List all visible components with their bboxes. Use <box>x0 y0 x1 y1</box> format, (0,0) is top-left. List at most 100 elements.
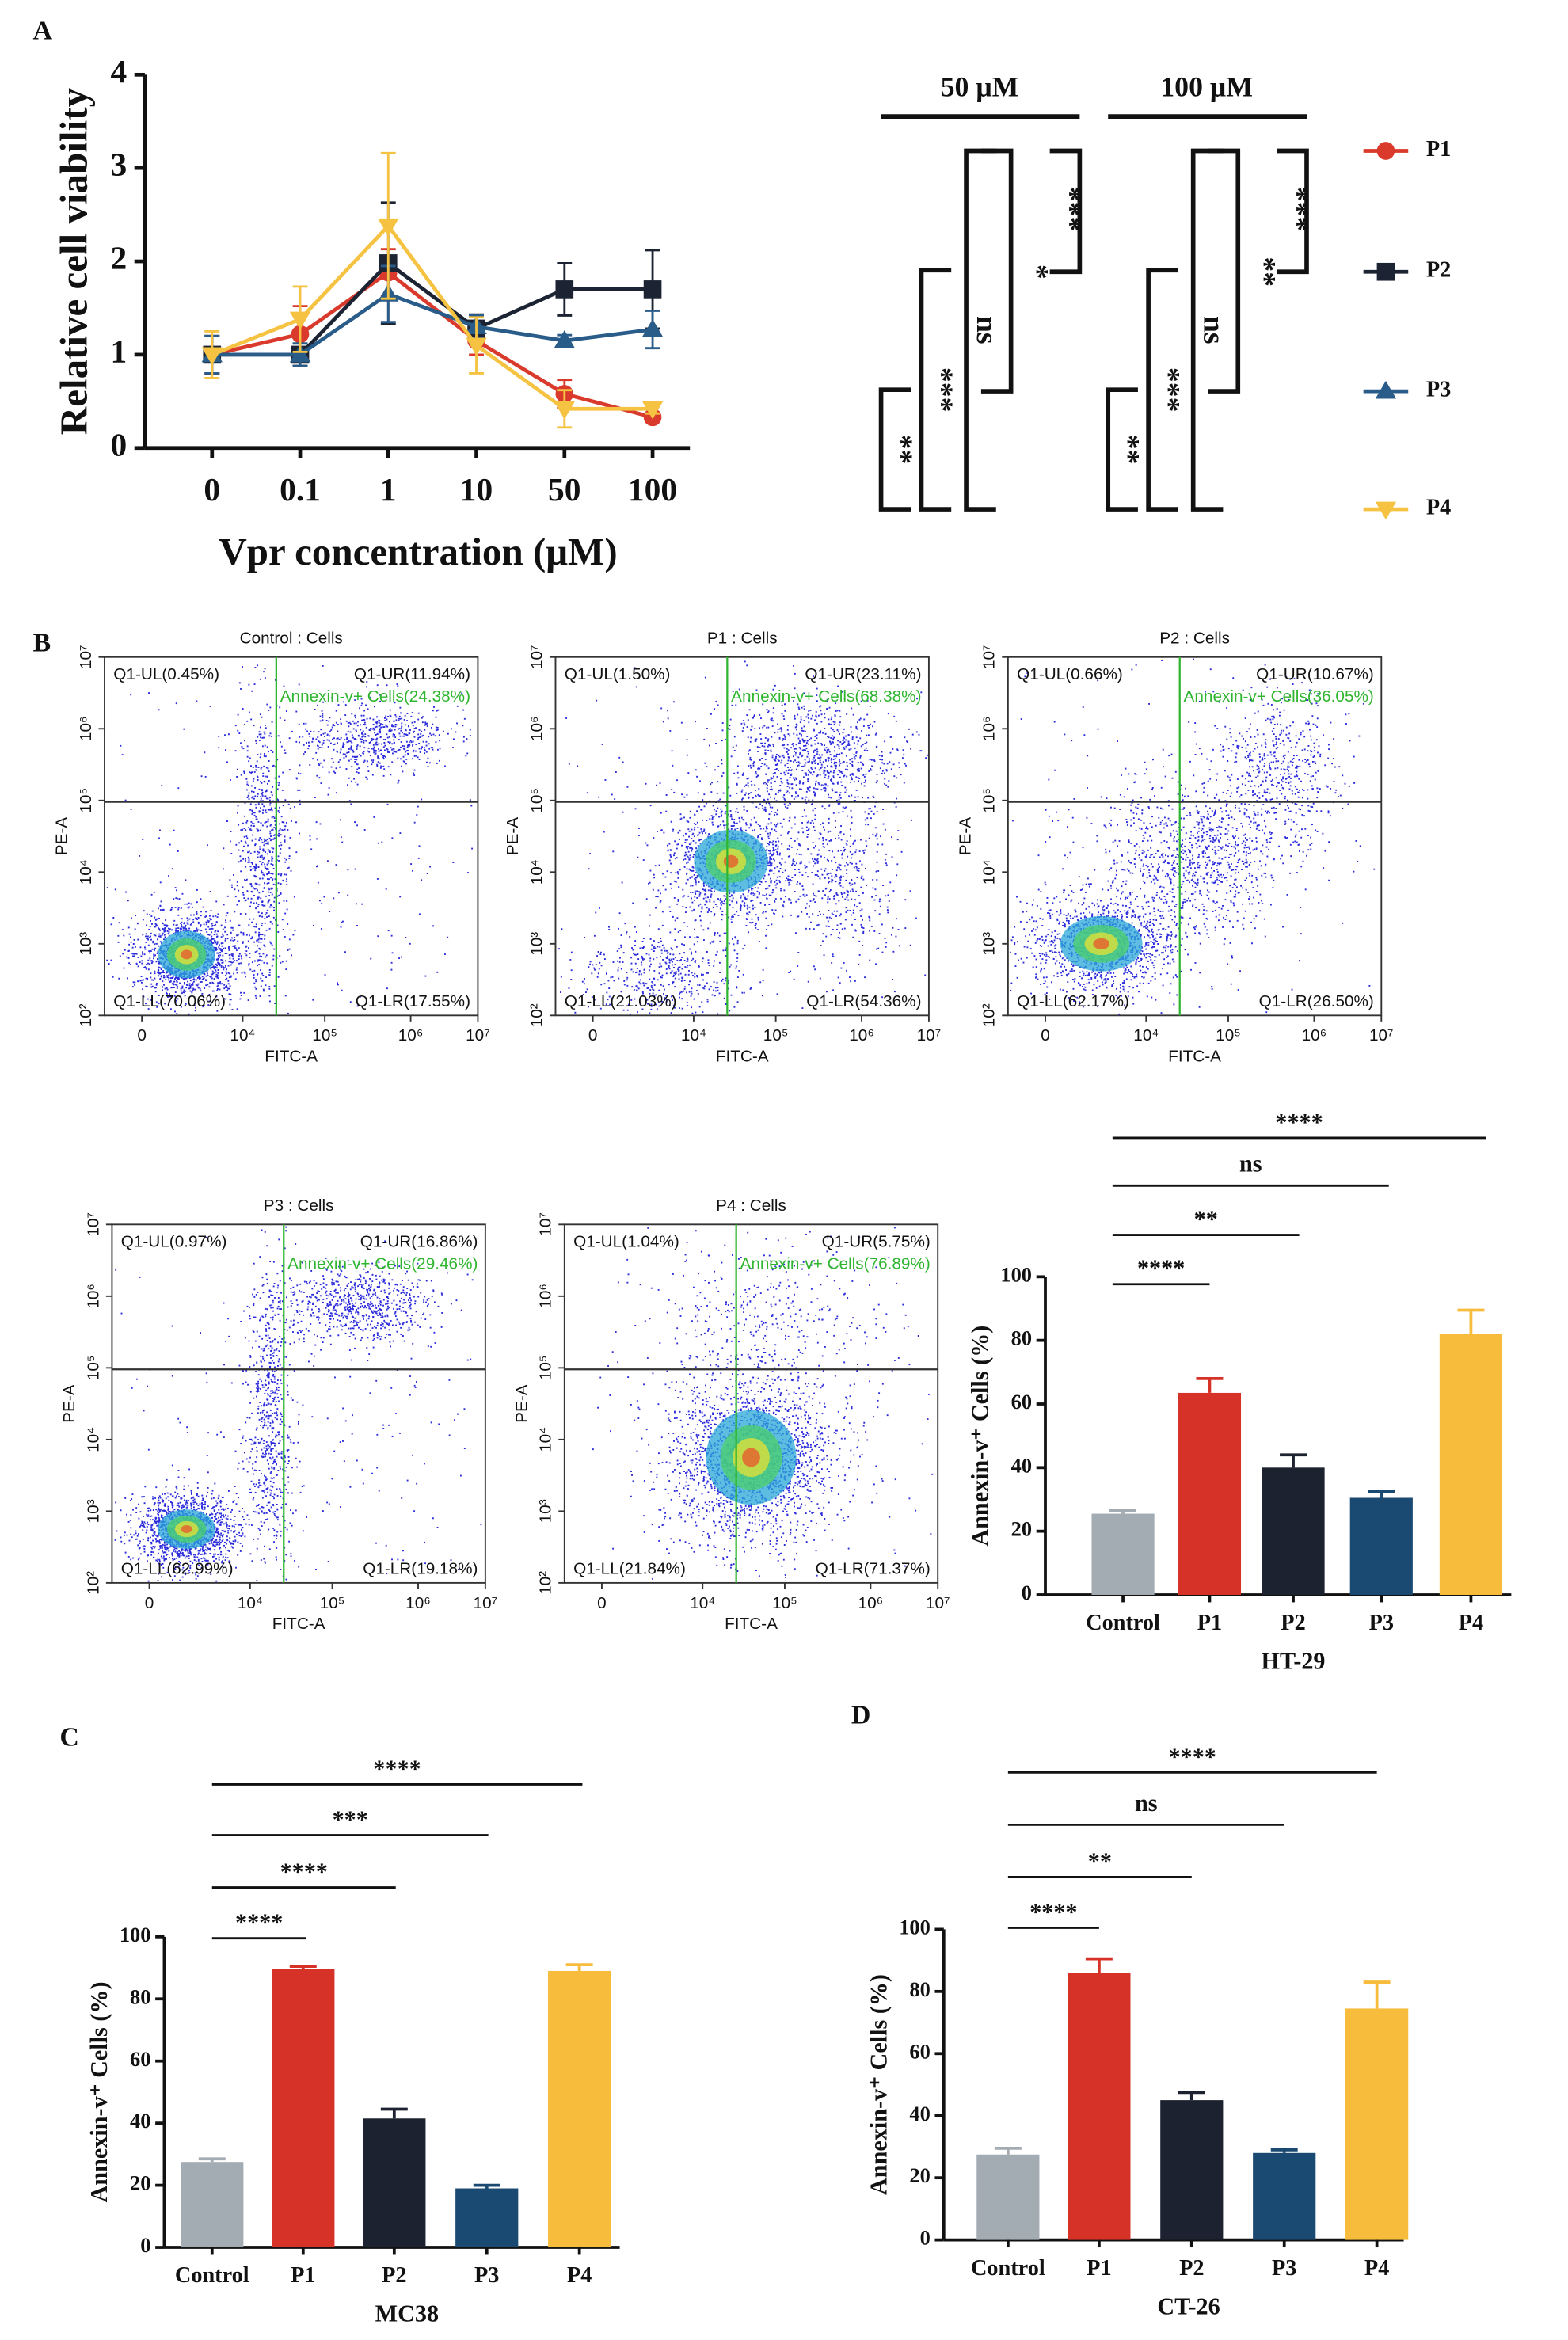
sig-label: **** <box>1137 1255 1185 1282</box>
legend-label: P4 <box>1426 496 1451 520</box>
x-tick-label: 0 <box>1041 1026 1050 1044</box>
y-tick-label: 10⁵ <box>980 788 999 813</box>
panel-label: B <box>32 628 51 657</box>
y-axis-label: Annexin-v⁺ Cells (%) <box>865 1974 892 2195</box>
y-tick-label: 100 <box>899 1915 931 1939</box>
sig-bracket <box>878 387 911 512</box>
series-line <box>211 223 653 411</box>
y-tick-label: 10⁶ <box>527 716 546 741</box>
y-tick-label: 20 <box>1011 1517 1032 1541</box>
error-bar <box>1270 2148 1298 2153</box>
y-tick-label: 0 <box>111 426 127 462</box>
y-tick-label: 60 <box>1011 1390 1032 1414</box>
density-core <box>723 854 739 868</box>
bar <box>181 2162 244 2248</box>
error-bar <box>380 2107 408 2119</box>
density-core <box>742 1448 760 1467</box>
x-tick-label: 10⁷ <box>1369 1026 1394 1044</box>
y-tick-label: 10³ <box>84 1499 102 1523</box>
bar <box>1068 1973 1131 2240</box>
x-tick-label: 50 <box>548 471 580 508</box>
sig-label: **** <box>280 1859 328 1885</box>
y-tick-label: 4 <box>111 53 127 89</box>
y-tick-label: 80 <box>130 1984 150 2008</box>
x-tick-label: P3 <box>1369 1611 1394 1635</box>
sig-label: *** <box>1054 187 1087 232</box>
legend-label: P2 <box>1426 258 1451 283</box>
sig-label: *** <box>925 367 958 413</box>
x-tick-label: 10⁷ <box>474 1594 498 1612</box>
bar <box>1253 2152 1316 2240</box>
y-tick-label: 10³ <box>980 932 999 956</box>
x-tick-label: P2 <box>382 2263 406 2288</box>
x-tick-label: 10⁶ <box>1302 1026 1327 1044</box>
x-tick-label: P4 <box>1459 1611 1483 1635</box>
x-tick-label: Control <box>175 2263 249 2288</box>
data-point <box>555 280 574 299</box>
series-line <box>211 291 653 357</box>
data-point <box>466 337 487 356</box>
y-tick-label: 10⁵ <box>537 1356 555 1381</box>
sig-label: ** <box>1088 1847 1112 1874</box>
y-tick-label: 10⁵ <box>84 1356 102 1381</box>
y-tick-label: 0 <box>140 2233 150 2257</box>
y-tick-label: 10⁴ <box>527 859 546 885</box>
quadrant-ul: Q1-UL(1.04%) <box>573 1232 679 1250</box>
y-tick-label: 10⁴ <box>77 859 95 885</box>
quadrant-ll: Q1-LL(21.03%) <box>565 992 677 1010</box>
y-tick-label: 60 <box>130 2047 150 2071</box>
bar <box>1160 2100 1224 2240</box>
x-tick-label: 10⁴ <box>681 1026 706 1044</box>
x-tick-label: P2 <box>1179 2256 1204 2281</box>
y-tick-label: 60 <box>909 2039 930 2063</box>
sig-bracket <box>1146 268 1178 512</box>
sig-label: **** <box>1169 1743 1216 1770</box>
y-axis-label: PE-A <box>504 817 522 856</box>
group-title: 50 μM <box>941 70 1019 102</box>
sig-label: *** <box>1281 187 1314 232</box>
y-axis-label: PE-A <box>53 817 71 856</box>
plot-title: P4 : Cells <box>716 1197 786 1215</box>
x-tick-label: P1 <box>1197 1611 1222 1635</box>
x-tick-label: 1 <box>380 471 397 508</box>
sig-label: **** <box>1275 1109 1323 1136</box>
quadrant-ll: Q1-LL(62.99%) <box>121 1559 234 1577</box>
x-tick-label: P4 <box>1364 2256 1389 2281</box>
bar <box>976 2154 1040 2240</box>
x-tick-label: 100 <box>628 471 677 508</box>
sig-label: **** <box>1029 1898 1077 1925</box>
x-tick-label: 0 <box>588 1026 598 1044</box>
legend-label: P1 <box>1426 137 1451 162</box>
quadrant-ll: Q1-LL(70.06%) <box>113 992 226 1010</box>
y-tick-label: 10⁷ <box>980 645 999 669</box>
group-title: 100 μM <box>1160 70 1253 102</box>
bar <box>1349 1497 1413 1595</box>
y-tick-label: 10² <box>77 1003 95 1027</box>
data-point <box>554 330 575 348</box>
y-tick-label: 100 <box>1000 1262 1032 1286</box>
sig-label: ** <box>1248 257 1281 287</box>
x-tick-label: 10⁴ <box>230 1026 255 1044</box>
y-axis-label: PE-A <box>957 817 975 856</box>
legend-marker <box>1375 380 1397 399</box>
bar <box>455 2188 519 2248</box>
bar <box>1345 2008 1409 2240</box>
error-bar <box>1085 1957 1113 1973</box>
y-tick-label: 0 <box>1022 1581 1032 1604</box>
quadrant-lr: Q1-LR(54.36%) <box>806 992 921 1010</box>
annexin-label: Annexin-v+ Cells(29.46%) <box>287 1255 478 1273</box>
sig-label: ** <box>1194 1205 1218 1232</box>
legend-marker <box>1376 262 1395 281</box>
y-tick-label: 80 <box>1011 1326 1032 1350</box>
quadrant-lr: Q1-LR(71.37%) <box>816 1559 931 1577</box>
quadrant-ul: Q1-UL(1.50%) <box>565 665 671 683</box>
sig-bracket <box>1277 148 1309 275</box>
x-axis-label: MC38 <box>375 2300 439 2327</box>
x-tick-label: 10⁵ <box>320 1594 345 1612</box>
quadrant-ur: Q1-UR(10.67%) <box>1256 665 1374 683</box>
x-tick-label: Control <box>1086 1611 1160 1635</box>
error-bar <box>289 1965 317 1969</box>
x-axis-label: FITC-A <box>272 1615 325 1633</box>
x-axis-label: FITC-A <box>1168 1048 1221 1066</box>
